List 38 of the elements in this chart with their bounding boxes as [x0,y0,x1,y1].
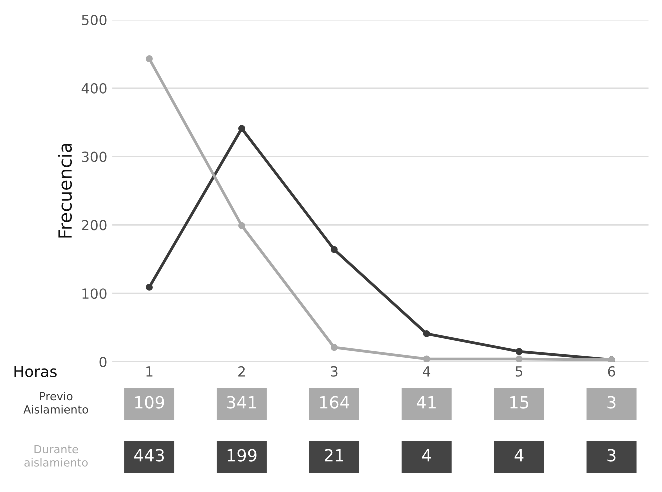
point [146,284,153,291]
point [238,222,246,230]
x-tick-label: 5 [516,366,523,377]
data-label: 3 [608,449,616,462]
y-tick-label: 200 [82,220,107,231]
y-tick-label: 500 [82,14,107,26]
point [238,125,246,132]
point [516,356,523,362]
data-label: 199 [228,449,257,462]
point [146,56,153,62]
y-axis-title: Frecuencia [58,144,72,238]
point [330,344,338,352]
point [423,330,430,338]
x-axis-title: Horas [14,366,57,378]
x-tick-label: 4 [423,366,431,377]
data-label: 443 [134,449,164,462]
x-tick-label: 1 [146,366,153,377]
data-label: 109 [135,396,164,409]
data-label: 15 [510,396,528,409]
data-label: 341 [227,396,256,409]
x-tick-label: 2 [238,366,245,377]
data-label: 4 [422,449,432,462]
x-tick-label: 6 [608,366,616,377]
y-tick-label: 0 [100,356,107,368]
y-tick-label: 100 [82,288,107,300]
x-tick-label: 3 [331,366,338,377]
y-tick-label: 300 [82,152,107,162]
text: Durante aislamiento [24,445,88,467]
data-label: 41 [417,396,436,409]
data-label: 3 [608,396,616,409]
data-label: 21 [325,449,344,462]
point [516,348,523,356]
y-tick-label: 400 [82,83,107,94]
text: Previo Aislamiento [24,392,88,414]
point [423,356,430,362]
data-label: 4 [514,449,524,462]
point [330,246,338,254]
data-label: 164 [320,396,350,409]
